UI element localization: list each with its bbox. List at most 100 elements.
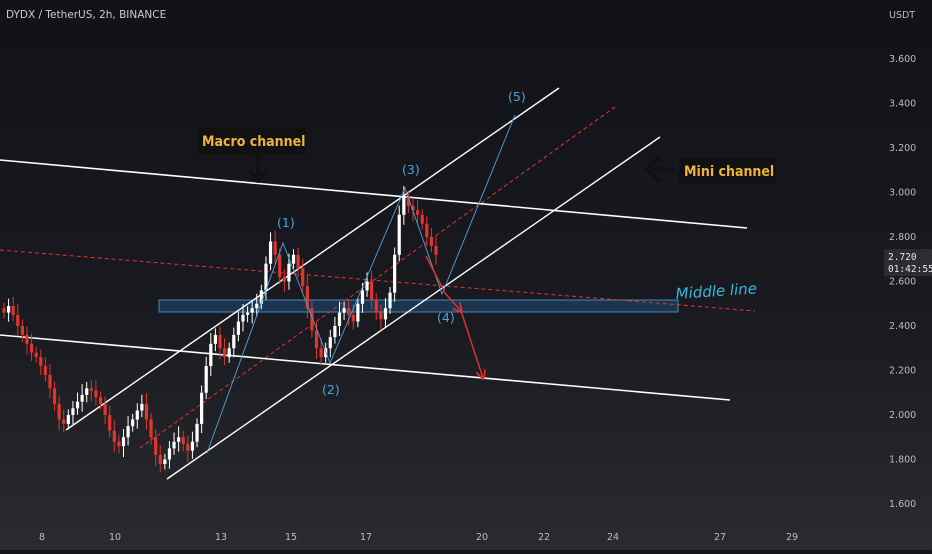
candle-down xyxy=(94,390,98,398)
projection-arrow-2 xyxy=(460,310,483,378)
candle-down xyxy=(48,374,52,389)
candle-down xyxy=(416,210,420,215)
y-tick-label: 1.800 xyxy=(889,455,916,466)
wave-label-2: (2) xyxy=(322,382,340,397)
candle-up xyxy=(397,214,401,255)
candle-up xyxy=(328,337,332,349)
x-tick-label: 29 xyxy=(786,532,798,543)
x-tick-label: 20 xyxy=(476,532,488,543)
macro-channel-annotation: Macro channel xyxy=(198,128,306,183)
candle-up xyxy=(259,290,263,304)
y-tick-label: 3.400 xyxy=(889,99,916,110)
candles-group xyxy=(2,186,438,473)
x-tick-label: 22 xyxy=(538,532,550,543)
candle-down xyxy=(57,403,61,420)
candle-down xyxy=(117,441,121,447)
candle-down xyxy=(89,388,93,391)
macro-channel-lower-line xyxy=(0,334,731,401)
candle-down xyxy=(273,241,277,255)
candle-up xyxy=(245,312,250,315)
candle-down xyxy=(154,437,158,456)
y-tick-label: 2.600 xyxy=(889,277,916,288)
candle-up xyxy=(135,410,139,420)
candle-down xyxy=(16,314,20,326)
candle-down xyxy=(314,330,319,349)
down-arrow-icon xyxy=(248,154,268,183)
x-tick-label: 8 xyxy=(39,532,45,543)
candle-down xyxy=(98,397,103,404)
symbol-title: DYDX / TetherUS, 2h, BINANCE xyxy=(6,9,166,21)
y-tick-label: 2.000 xyxy=(889,410,916,421)
candle-down xyxy=(108,415,112,431)
candle-up xyxy=(241,314,245,322)
candle-up xyxy=(291,254,296,264)
elliott-wave-path xyxy=(206,114,516,454)
x-tick-label: 13 xyxy=(215,532,227,543)
candle-down xyxy=(181,437,185,444)
candle-up xyxy=(333,326,337,338)
candle-up xyxy=(383,308,388,320)
candle-up xyxy=(66,415,70,424)
x-tick-label: 17 xyxy=(360,532,372,543)
candle-up xyxy=(163,459,167,464)
candle-up xyxy=(140,403,144,411)
candle-down xyxy=(420,214,424,224)
candle-down xyxy=(2,308,6,313)
candle-up xyxy=(255,303,259,309)
x-tick-label: 24 xyxy=(607,532,619,543)
candle-up xyxy=(393,254,397,293)
y-tick-label: 1.600 xyxy=(889,499,916,510)
candle-up xyxy=(402,196,406,215)
candle-down xyxy=(103,403,107,415)
time-axis: 8 10 13 15 17 20 22 24 27 29 xyxy=(39,532,798,543)
candle-down xyxy=(278,254,282,278)
macro-channel-label-bg xyxy=(198,128,306,154)
macro-channel-label: Macro channel xyxy=(202,134,305,150)
wave-label-4: (4) xyxy=(437,310,455,325)
candle-down xyxy=(218,334,222,349)
candle-up xyxy=(80,394,84,402)
candle-down xyxy=(296,254,300,269)
candle-down xyxy=(186,443,190,451)
candle-up xyxy=(177,437,181,442)
candle-down xyxy=(149,419,153,438)
candle-down xyxy=(43,366,47,375)
candle-up xyxy=(360,290,365,304)
candle-up xyxy=(209,343,213,367)
candle-down xyxy=(62,419,66,424)
candle-down xyxy=(282,277,286,282)
candle-up xyxy=(121,437,126,447)
candle-down xyxy=(39,357,43,367)
x-tick-label: 10 xyxy=(109,532,121,543)
candle-up xyxy=(71,408,75,415)
candle-down xyxy=(406,196,411,206)
candle-up xyxy=(356,303,360,322)
candle-down xyxy=(301,268,305,286)
currency-label: USDT xyxy=(889,10,915,21)
candle-down xyxy=(25,334,29,344)
middle-dashed-line xyxy=(0,249,756,312)
candle-up xyxy=(85,388,89,395)
candle-down xyxy=(351,314,355,322)
candle-up xyxy=(131,419,135,427)
candle-up xyxy=(268,241,273,264)
candle-down xyxy=(158,455,162,464)
candle-up xyxy=(213,334,218,344)
middle-line-zone xyxy=(158,299,679,313)
y-tick-label: 2.400 xyxy=(889,321,916,332)
candle-down xyxy=(144,403,149,420)
wave-label-5: (5) xyxy=(508,89,526,104)
candle-down xyxy=(411,205,415,211)
candle-up xyxy=(365,281,369,291)
macro-channel-upper-line xyxy=(0,159,748,229)
candle-up xyxy=(172,441,176,449)
x-tick-label: 27 xyxy=(714,532,726,543)
candle-down xyxy=(379,312,383,320)
candle-up xyxy=(388,292,392,309)
countdown: 01:42:55 xyxy=(888,264,932,275)
y-tick-label: 3.600 xyxy=(889,54,916,65)
candle-up xyxy=(190,441,195,451)
candle-down xyxy=(347,308,351,315)
